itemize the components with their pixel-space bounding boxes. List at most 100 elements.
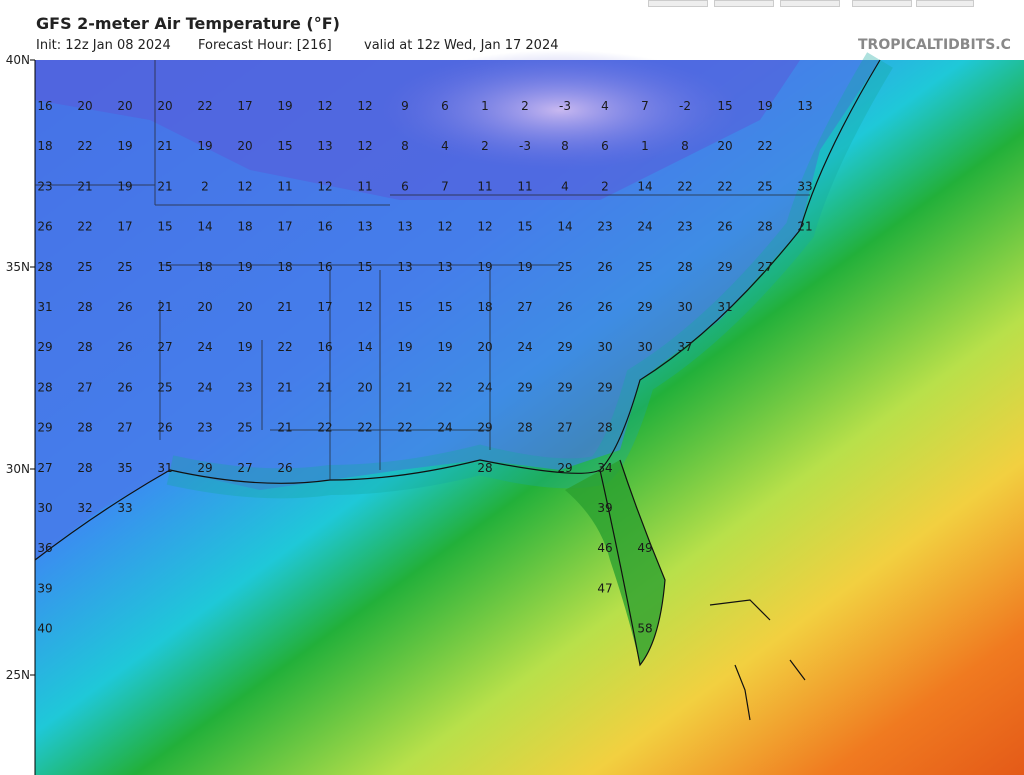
temperature-value: 32 <box>77 501 92 515</box>
temperature-value: 14 <box>557 220 572 234</box>
temperature-value: 4 <box>601 99 609 113</box>
temperature-value: 6 <box>401 179 409 193</box>
temperature-value: 58 <box>637 622 652 636</box>
temperature-value: 29 <box>477 421 492 435</box>
temperature-value: 27 <box>117 421 132 435</box>
temperature-value: 24 <box>637 220 652 234</box>
temperature-value: 16 <box>317 260 332 274</box>
init: Init: 12z Jan 08 2024 <box>36 38 171 53</box>
temperature-value: 18 <box>237 220 252 234</box>
button[interactable] <box>780 0 840 7</box>
temperature-value: 26 <box>117 340 132 354</box>
temperature-value: 28 <box>517 421 532 435</box>
temperature-value: 20 <box>157 99 172 113</box>
temperature-value: 28 <box>757 220 772 234</box>
temperature-value: 29 <box>37 340 52 354</box>
temperature-value: 27 <box>557 421 572 435</box>
temperature-value: 30 <box>597 340 612 354</box>
temperature-value: 21 <box>277 421 292 435</box>
temperature-value: 30 <box>37 501 52 515</box>
latitude-label: 30N <box>6 462 30 476</box>
temperature-value: 21 <box>317 380 332 394</box>
temperature-value: 15 <box>717 99 732 113</box>
temperature-value: 26 <box>117 380 132 394</box>
temperature-value: 27 <box>757 260 772 274</box>
temperature-value: 20 <box>357 380 372 394</box>
temperature-value: 29 <box>597 380 612 394</box>
temperature-value: 17 <box>317 300 332 314</box>
button[interactable] <box>916 0 974 7</box>
button[interactable] <box>714 0 774 7</box>
temperature-value: 8 <box>561 139 569 153</box>
temperature-value: 28 <box>77 461 92 475</box>
temperature-value: 25 <box>237 421 252 435</box>
bahamas <box>709 599 806 721</box>
temperature-value: 21 <box>397 380 412 394</box>
temperature-value: 4 <box>561 179 569 193</box>
temperature-value: 21 <box>77 179 92 193</box>
temperature-value: 24 <box>197 340 212 354</box>
temperature-value: -3 <box>519 139 531 153</box>
temperature-value: -2 <box>679 99 691 113</box>
temperature-value: 15 <box>517 220 532 234</box>
temperature-value: 22 <box>437 380 452 394</box>
temperature-value: 11 <box>477 179 492 193</box>
temperature-value: 29 <box>557 461 572 475</box>
temperature-value: 39 <box>597 501 612 515</box>
temperature-value: 29 <box>717 260 732 274</box>
temperature-value: 2 <box>481 139 489 153</box>
temperature-value: 17 <box>277 220 292 234</box>
temperature-value: 19 <box>437 340 452 354</box>
temperature-value: 31 <box>157 461 172 475</box>
temperature-value: 35 <box>117 461 132 475</box>
temperature-value: 19 <box>117 139 132 153</box>
temperature-value: 15 <box>157 260 172 274</box>
temperature-value: -3 <box>559 99 571 113</box>
button[interactable] <box>648 0 708 7</box>
temperature-value: 28 <box>77 300 92 314</box>
temperature-value: 29 <box>637 300 652 314</box>
latitude-label: 35N <box>6 260 30 274</box>
temperature-value: 22 <box>317 421 332 435</box>
temperature-value: 27 <box>517 300 532 314</box>
button[interactable] <box>852 0 912 7</box>
temperature-value: 29 <box>517 380 532 394</box>
temperature-value: 27 <box>77 380 92 394</box>
temperature-value: 12 <box>317 179 332 193</box>
temperature-value: 33 <box>117 501 132 515</box>
temperature-value: 26 <box>117 300 132 314</box>
temperature-value: 22 <box>677 179 692 193</box>
temperature-value: 13 <box>357 220 372 234</box>
temperature-value: 14 <box>357 340 372 354</box>
temperature-value: 21 <box>277 380 292 394</box>
temperature-value: 26 <box>37 220 52 234</box>
temperature-value: 26 <box>157 421 172 435</box>
temperature-value: 18 <box>37 139 52 153</box>
latitude-label: 25N <box>6 668 30 682</box>
temperature-value: 22 <box>357 421 372 435</box>
temperature-value: 12 <box>357 139 372 153</box>
temperature-value: 17 <box>117 220 132 234</box>
temperature-value: 6 <box>601 139 609 153</box>
temperature-value: 23 <box>237 380 252 394</box>
temperature-value: 31 <box>717 300 732 314</box>
temperature-value: 47 <box>597 581 612 595</box>
temperature-value: 13 <box>317 139 332 153</box>
temperature-value: 28 <box>77 340 92 354</box>
temperature-value: 14 <box>637 179 652 193</box>
temperature-value: 20 <box>477 340 492 354</box>
temperature-value: 28 <box>597 421 612 435</box>
temperature-value: 21 <box>157 179 172 193</box>
temperature-value: 15 <box>357 260 372 274</box>
temperature-value: 12 <box>357 99 372 113</box>
temperature-value: 39 <box>37 581 52 595</box>
temperature-value: 12 <box>437 220 452 234</box>
temperature-value: 22 <box>277 340 292 354</box>
temperature-value: 40 <box>37 622 52 636</box>
temperature-value: 22 <box>757 139 772 153</box>
temperature-value: 15 <box>157 220 172 234</box>
temperature-value: 20 <box>77 99 92 113</box>
temperature-value: 22 <box>397 421 412 435</box>
temperature-value: 27 <box>157 340 172 354</box>
